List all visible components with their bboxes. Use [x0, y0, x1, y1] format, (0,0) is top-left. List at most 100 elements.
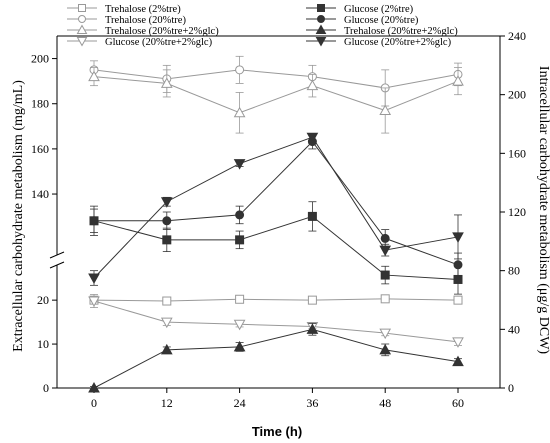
y-right-tick-label: 120	[508, 205, 526, 219]
legend-item: Glucose (20%tre+2%glc)	[67, 37, 213, 48]
data-point	[160, 317, 173, 329]
series-line	[93, 300, 459, 343]
y-right-tick-label: 160	[508, 146, 526, 160]
data-point	[379, 343, 392, 355]
legend-label: Trehalose (20%tre+2%glc)	[344, 26, 458, 37]
legend-label: Glucose (2%tre)	[344, 4, 414, 15]
data-point	[162, 235, 172, 245]
legend-item: Trehalose (20%tre)	[67, 15, 186, 26]
data-point	[160, 77, 173, 88]
data-point	[235, 210, 245, 220]
data-point	[160, 197, 173, 208]
data-point	[315, 24, 327, 34]
data-point	[452, 232, 464, 243]
data-point	[235, 235, 245, 245]
series-6	[88, 323, 464, 393]
y-right-tick-label: 80	[508, 264, 520, 278]
legend-label: Glucose (20%tre)	[344, 15, 419, 26]
y-axis-right-title: Intracellular carbohydrate metabolism (μ…	[536, 66, 550, 355]
y-left-tick-label: 20	[37, 293, 49, 307]
legend-label: Glucose (20%tre+2%glc)	[344, 37, 452, 48]
y-left-tick-label: 0	[43, 381, 49, 395]
x-tick-label: 12	[161, 396, 173, 410]
y-left-tick-label: 140	[31, 187, 49, 201]
y-axis-left-title: Extracellular carbohydrate metabolism (m…	[11, 80, 26, 352]
legend-item: Glucose (20%tre+2%glc)	[306, 37, 452, 48]
series-line	[93, 76, 459, 114]
data-point	[78, 4, 86, 12]
legend-label: Trehalose (20%tre)	[105, 15, 186, 26]
legend: Trehalose (2%tre)Trehalose (20%tre)Treha…	[67, 4, 458, 48]
data-point	[160, 343, 173, 355]
data-point	[379, 245, 392, 257]
y-left-tick-label: 10	[37, 337, 49, 351]
data-point	[233, 106, 246, 118]
series-5	[89, 133, 463, 277]
data-point	[380, 233, 390, 243]
x-tick-label: 60	[452, 396, 464, 410]
data-point	[317, 4, 325, 12]
data-point	[235, 294, 245, 304]
series-line	[93, 215, 459, 280]
x-tick-label: 24	[234, 396, 246, 410]
data-point	[233, 319, 246, 331]
data-point	[452, 337, 464, 348]
axes-layer: 0 12 24 36 48 60 0 10 20 140 160 180 200 0 40 80 120 160 2…	[31, 29, 526, 410]
series-line	[93, 136, 459, 279]
y-right-tick-label: 200	[508, 88, 526, 102]
y-left-tick-label: 200	[31, 52, 49, 66]
series-0	[89, 294, 463, 306]
data-point	[453, 260, 463, 270]
data-point	[78, 15, 86, 23]
data-point	[89, 216, 99, 226]
data-point	[235, 65, 245, 75]
data-point	[315, 37, 327, 47]
series-3	[88, 294, 464, 348]
data-point	[233, 159, 246, 170]
data-point	[88, 273, 100, 285]
data-point	[306, 132, 319, 144]
data-point	[306, 323, 319, 334]
x-tick-label: 48	[379, 396, 391, 410]
legend-item: Trehalose (20%tre+2%glc)	[67, 24, 219, 37]
series-line	[93, 328, 459, 389]
data-point	[452, 355, 464, 367]
series-line	[94, 140, 459, 266]
legend-item: Glucose (20%tre)	[306, 15, 419, 26]
series-line	[93, 69, 459, 89]
y-right-tick-label: 240	[508, 29, 526, 43]
data-point	[88, 381, 100, 393]
data-point	[379, 328, 392, 340]
series-layer	[88, 55, 464, 393]
data-point	[452, 75, 464, 86]
legend-item: Glucose (2%tre)	[306, 4, 414, 15]
series-4	[89, 201, 463, 295]
data-point	[379, 104, 392, 116]
series-2	[88, 67, 464, 134]
x-axis-title: Time (h)	[252, 424, 302, 439]
series-line	[93, 298, 459, 302]
data-point	[307, 211, 317, 221]
data-point	[76, 37, 88, 47]
legend-item: Trehalose (20%tre+2%glc)	[306, 24, 458, 37]
data-point	[306, 79, 319, 91]
data-point	[88, 296, 100, 308]
data-point	[317, 15, 325, 23]
legend-label: Trehalose (2%tre)	[105, 4, 181, 15]
data-point	[380, 270, 390, 280]
legend-label: Trehalose (20%tre+2%glc)	[105, 26, 219, 37]
data-point	[233, 340, 246, 352]
data-point	[76, 24, 88, 34]
data-point	[162, 216, 172, 226]
axis-break-mark	[49, 261, 65, 269]
axis-break-mark	[49, 251, 65, 259]
series-7	[88, 132, 464, 286]
x-tick-label: 36	[306, 396, 318, 410]
legend-item: Trehalose (2%tre)	[67, 4, 181, 15]
data-point	[453, 295, 463, 305]
y-right-tick-label: 40	[508, 322, 520, 336]
legend-label: Glucose (20%tre+2%glc)	[105, 37, 213, 48]
y-left-tick-label: 160	[31, 142, 49, 156]
data-point	[88, 70, 100, 82]
